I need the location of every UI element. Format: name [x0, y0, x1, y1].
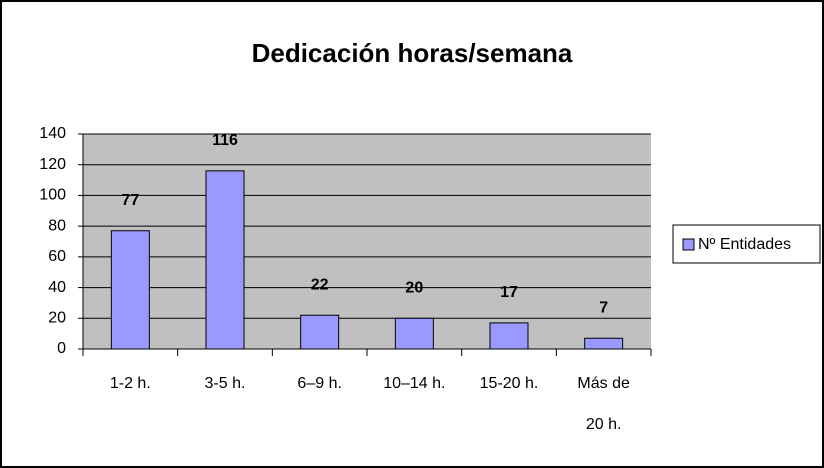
y-tick-label: 100: [39, 187, 66, 204]
y-tick-label: 0: [57, 340, 66, 357]
x-tick-label: Más de 20 h.: [577, 375, 630, 433]
legend-box: [672, 224, 821, 264]
data-label: 77: [121, 192, 139, 209]
bar: [489, 322, 529, 350]
data-label: 7: [599, 299, 608, 316]
plot-area: [83, 134, 651, 349]
y-tick-label: 60: [48, 248, 66, 265]
y-tick-label: 20: [48, 310, 66, 327]
bar: [300, 314, 340, 350]
bar: [110, 230, 150, 350]
y-tick-label: 40: [48, 279, 66, 296]
data-label: 17: [500, 284, 518, 301]
bar: [584, 337, 624, 350]
data-label: 20: [405, 280, 423, 297]
data-label: 22: [311, 276, 329, 293]
x-tick-label: 15-20 h.: [480, 375, 539, 392]
legend-label: Nº Entidades: [698, 236, 791, 253]
y-tick-label: 80: [48, 217, 66, 234]
x-tick-label: 6–9 h.: [297, 375, 341, 392]
data-label: 116: [212, 132, 238, 149]
bar: [205, 170, 245, 350]
y-tick-label: 140: [39, 125, 66, 142]
chart-title: Dedicación horas/semana: [252, 38, 573, 68]
x-tick-label: 1-2 h.: [110, 375, 151, 392]
y-tick-label: 120: [39, 156, 66, 173]
x-tick-label: 3-5 h.: [205, 375, 246, 392]
legend-swatch: [682, 238, 695, 251]
x-tick-label: 10–14 h.: [383, 375, 445, 392]
bar: [394, 317, 434, 350]
